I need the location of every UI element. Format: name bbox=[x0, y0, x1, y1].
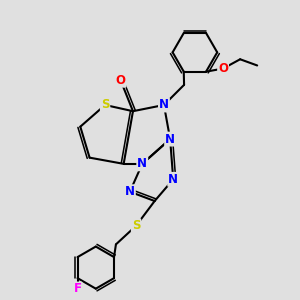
Text: N: N bbox=[168, 173, 178, 186]
Text: O: O bbox=[116, 74, 126, 87]
Text: S: S bbox=[132, 219, 140, 232]
Text: N: N bbox=[137, 157, 147, 170]
Text: S: S bbox=[101, 98, 109, 112]
Text: N: N bbox=[165, 133, 175, 146]
Text: N: N bbox=[159, 98, 169, 112]
Text: F: F bbox=[74, 283, 82, 296]
Text: N: N bbox=[125, 185, 135, 198]
Text: O: O bbox=[218, 62, 228, 75]
